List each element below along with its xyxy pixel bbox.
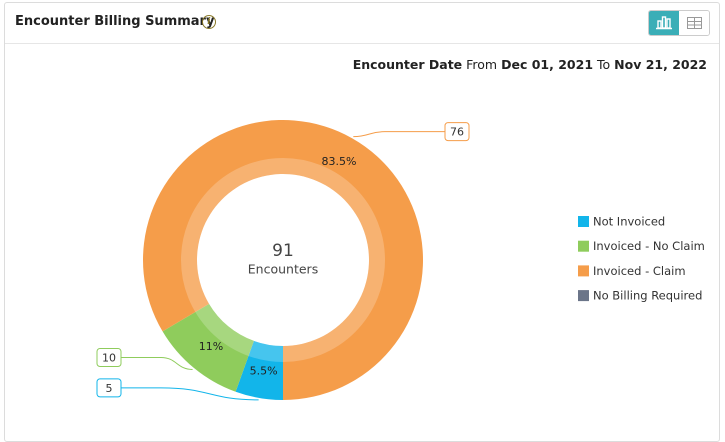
value-label: 10 (102, 351, 116, 364)
from-date: Dec 01, 2021 (501, 57, 594, 72)
from-word: From (466, 57, 498, 72)
table-icon (687, 17, 702, 29)
center-label: Encounters (248, 262, 318, 277)
legend-label: Invoiced - Claim (593, 264, 686, 278)
legend-swatch (578, 216, 589, 227)
legend-label: Not Invoiced (593, 215, 665, 229)
percentage-label: 11% (199, 340, 223, 353)
legend-label: Invoiced - No Claim (593, 239, 705, 253)
info-icon[interactable]: i (202, 15, 216, 29)
widget-header: Encounter Billing Summary i (5, 3, 719, 44)
chart-view-button[interactable] (649, 11, 679, 35)
view-toggle (648, 10, 710, 36)
legend-label: No Billing Required (593, 289, 702, 303)
leader-line (121, 356, 193, 370)
donut-slice (235, 340, 283, 400)
legend-swatch (578, 265, 589, 277)
date-range: Encounter Date From Dec 01, 2021 To Nov … (353, 57, 707, 72)
to-word: To (597, 57, 611, 72)
bar-icon (656, 16, 672, 30)
value-label-box (96, 347, 122, 367)
leader-line (121, 387, 259, 401)
percentage-label: 5.5% (250, 364, 278, 377)
legend-swatch (578, 290, 589, 302)
date-label: Encounter Date (352, 57, 463, 72)
center-value: 91 (272, 241, 294, 261)
leader-line (353, 131, 445, 138)
percentage-label: 83.5% (321, 155, 356, 168)
value-label: 5 (106, 382, 113, 395)
widget-title: Encounter Billing Summary (15, 14, 215, 29)
value-label-box (444, 122, 470, 142)
donut-slice (143, 120, 423, 400)
donut-slice (162, 303, 254, 392)
toggle-icons (649, 11, 709, 35)
legend-swatch (578, 240, 589, 252)
to-date: Nov 21, 2022 (614, 57, 707, 72)
inner-band (181, 158, 385, 362)
value-label-box (96, 378, 122, 398)
value-label: 76 (450, 126, 464, 139)
